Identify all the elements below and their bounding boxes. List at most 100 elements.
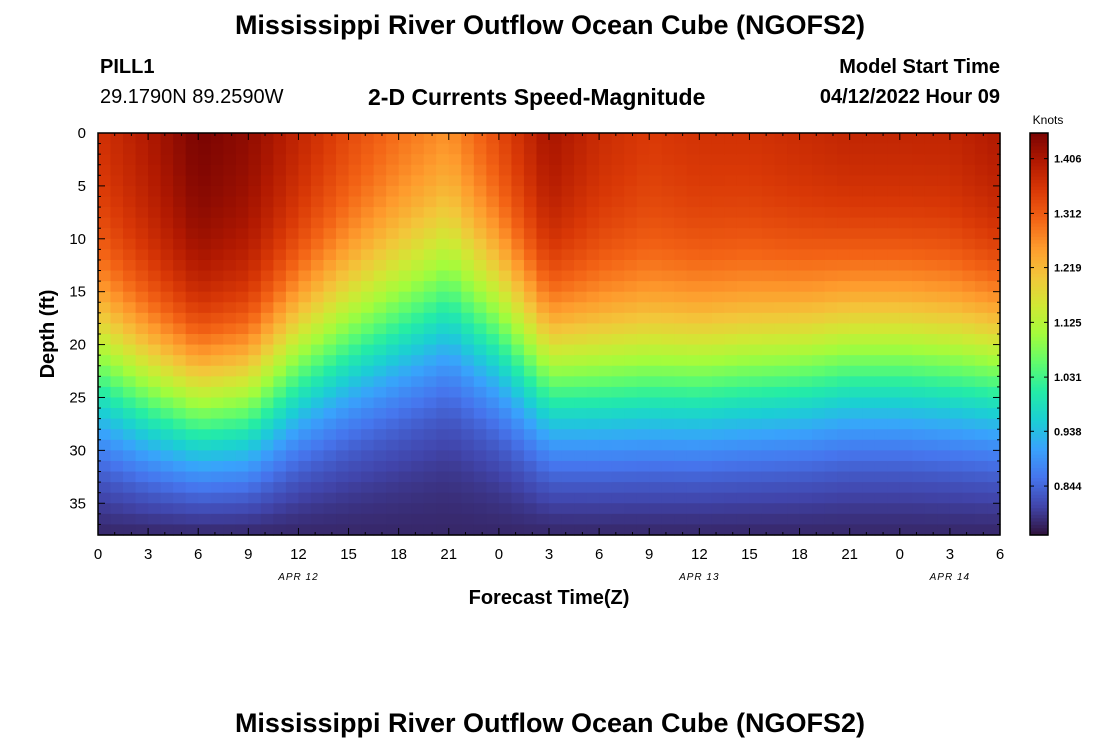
- heatmap-cell: [611, 471, 625, 483]
- heatmap-cell: [160, 238, 174, 250]
- heatmap-cell: [336, 386, 350, 399]
- heatmap-cell: [423, 164, 437, 176]
- heatmap-cell: [787, 386, 801, 399]
- heatmap-cell: [498, 376, 513, 388]
- heatmap-cell: [210, 228, 224, 240]
- colorbar-segment: [1030, 317, 1048, 322]
- heatmap-cell: [285, 270, 300, 282]
- heatmap-cell: [210, 291, 224, 303]
- heatmap-cell: [135, 408, 149, 420]
- heatmap-cell: [361, 492, 375, 504]
- heatmap-cell: [561, 259, 575, 272]
- heatmap-cell: [962, 164, 976, 176]
- heatmap-cell: [724, 323, 738, 335]
- colorbar-segment: [1030, 163, 1048, 168]
- heatmap-cell: [761, 249, 776, 261]
- colorbar-segment: [1030, 206, 1048, 211]
- heatmap-cell: [210, 365, 224, 377]
- heatmap-cell: [110, 524, 124, 536]
- heatmap-cell: [98, 291, 112, 303]
- heatmap-cell: [586, 207, 600, 219]
- heatmap-cell: [323, 207, 337, 219]
- heatmap-cell: [135, 513, 149, 526]
- heatmap-cell: [574, 429, 588, 441]
- heatmap-cell: [198, 397, 212, 409]
- heatmap-cell: [824, 524, 838, 536]
- heatmap-cell: [123, 503, 137, 515]
- heatmap-cell: [473, 386, 487, 399]
- heatmap-cell: [711, 344, 725, 356]
- heatmap-cell: [398, 408, 412, 420]
- heatmap-cell: [761, 238, 776, 250]
- colorbar-segment: [1030, 491, 1048, 496]
- heatmap-cell: [448, 175, 462, 187]
- heatmap-cell: [398, 207, 412, 219]
- heatmap-cell: [937, 439, 951, 451]
- heatmap-cell: [398, 439, 412, 451]
- heatmap-cell: [749, 238, 763, 250]
- heatmap-cell: [636, 386, 650, 399]
- heatmap-cell: [386, 503, 400, 515]
- heatmap-cell: [812, 143, 826, 155]
- heatmap-cell: [624, 344, 638, 356]
- heatmap-cell: [486, 355, 500, 367]
- heatmap-cell: [611, 281, 625, 293]
- heatmap-cell: [636, 185, 650, 198]
- heatmap-cell: [310, 439, 325, 451]
- x-tick-label: 6: [996, 546, 1004, 563]
- heatmap-cell: [674, 492, 688, 504]
- heatmap-cell: [373, 334, 387, 346]
- heatmap-cell: [661, 524, 675, 536]
- heatmap-cell: [511, 185, 525, 198]
- heatmap-cell: [436, 408, 450, 420]
- heatmap-cell: [260, 450, 274, 462]
- heatmap-cell: [824, 460, 838, 473]
- heatmap-cell: [323, 217, 337, 229]
- heatmap-cell: [812, 408, 826, 420]
- heatmap-cell: [135, 439, 149, 451]
- heatmap-cell: [386, 185, 400, 198]
- heatmap-cell: [599, 418, 613, 430]
- heatmap-cell: [812, 207, 826, 219]
- heatmap-cell: [799, 143, 813, 155]
- heatmap-cell: [636, 439, 650, 451]
- heatmap-cell: [787, 217, 801, 229]
- colorbar-segment: [1030, 210, 1048, 214]
- heatmap-cell: [624, 386, 638, 399]
- heatmap-cell: [148, 291, 162, 303]
- heatmap-cell: [298, 439, 312, 451]
- heatmap-cell: [724, 185, 738, 198]
- heatmap-cell: [348, 524, 362, 536]
- heatmap-cell: [436, 259, 450, 272]
- colorbar-segment: [1030, 367, 1048, 372]
- heatmap-cell: [148, 249, 162, 261]
- heatmap-cell: [336, 450, 350, 462]
- heatmap-cell: [549, 439, 563, 451]
- heatmap-cell: [273, 196, 287, 208]
- heatmap-cell: [98, 217, 112, 229]
- heatmap-cell: [248, 207, 262, 219]
- heatmap-cell: [574, 450, 588, 462]
- heatmap-cell: [749, 386, 763, 399]
- heatmap-cell: [774, 334, 788, 346]
- heatmap-cell: [135, 312, 149, 325]
- heatmap-cell: [837, 281, 851, 293]
- heatmap-cell: [887, 312, 901, 325]
- heatmap-cell: [799, 408, 813, 420]
- heatmap-cell: [561, 365, 575, 377]
- heatmap-cell: [498, 143, 513, 155]
- heatmap-cell: [724, 228, 738, 240]
- heatmap-cell: [611, 439, 625, 451]
- heatmap-cell: [812, 460, 826, 473]
- heatmap-cell: [749, 450, 763, 462]
- heatmap-cell: [586, 376, 600, 388]
- heatmap-cell: [661, 270, 675, 282]
- heatmap-cell: [749, 185, 763, 198]
- heatmap-cell: [649, 429, 663, 441]
- heatmap-cell: [711, 408, 725, 420]
- colorbar-tick-label: 0.844: [1054, 481, 1082, 493]
- heatmap-cell: [273, 492, 287, 504]
- heatmap-cell: [310, 503, 325, 515]
- heatmap-cell: [686, 429, 700, 441]
- heatmap-cell: [160, 334, 174, 346]
